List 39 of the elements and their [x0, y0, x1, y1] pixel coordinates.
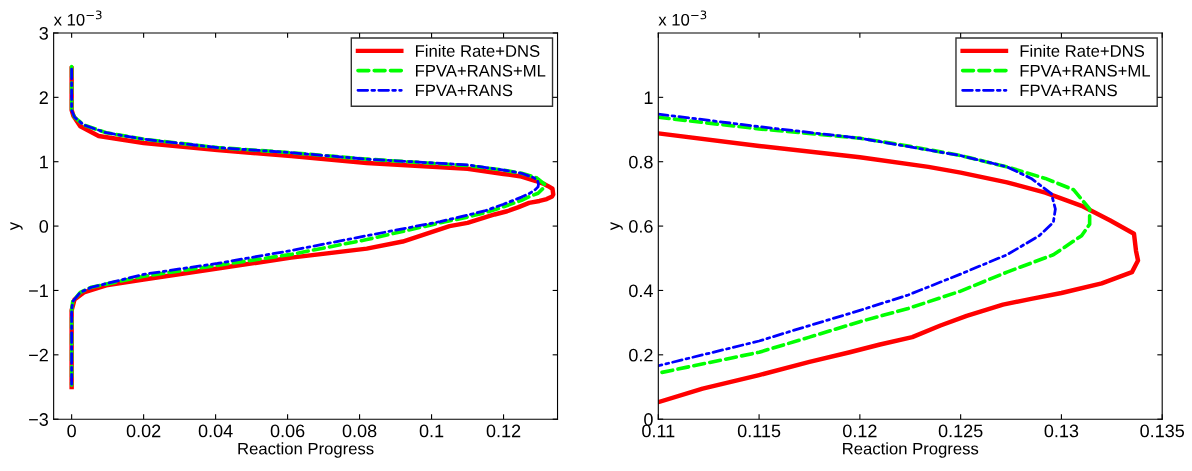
text: x 10$^{−3}$: [53, 10, 102, 26]
y-tick-label: 1: [40, 155, 48, 169]
x-tick-label: 0.11: [642, 424, 675, 438]
y-tick-label: 0: [644, 413, 653, 426]
y-tick-label: 0.2: [629, 348, 653, 362]
y-axis-title: y: [10, 221, 23, 231]
legend-label: FPVA+RANS+ML: [416, 64, 546, 77]
legend-label: FPVA+RANS: [1020, 84, 1117, 97]
x-axis-title: Reaction Progress: [843, 442, 979, 458]
y-tick-label: 0.4: [629, 284, 653, 298]
x-tick-label: 0: [67, 424, 76, 438]
y-tick-label: −1: [29, 284, 48, 297]
x-tick-label: 0.02: [126, 424, 161, 438]
legend-label: Finite Rate+DNS: [1020, 44, 1145, 57]
x-tick-label: 0.13: [1044, 424, 1079, 438]
y-tick-label: 0.6: [629, 220, 653, 233]
y-tick-label: 0.8: [629, 155, 653, 169]
x-tick-label: 0.135: [1140, 424, 1185, 438]
x-tick-label: 0.04: [198, 424, 233, 438]
legend-label: FPVA+RANS: [416, 84, 513, 97]
x-tick-label: 0.1: [419, 424, 444, 438]
legend-label: FPVA+RANS+ML: [1020, 64, 1150, 77]
x-tick-label: 0.08: [342, 424, 377, 438]
y-tick-label: 1: [644, 91, 653, 104]
x-tick-label: 0.12: [486, 424, 521, 438]
y-tick-label: 0: [39, 220, 49, 233]
line-series: [658, 131, 1141, 405]
x-tick-label: 0.12: [843, 424, 877, 438]
x-tick-label: 0.06: [270, 424, 305, 438]
y-tick-label: −2: [29, 348, 48, 362]
text: x 10$^{−3}$: [658, 10, 707, 26]
x-tick-label: 0.115: [737, 424, 781, 438]
legend-label: Finite Rate+DNS: [416, 44, 540, 57]
y-tick-label: 2: [39, 91, 48, 104]
y-tick-label: −3: [29, 413, 48, 426]
y-axis-title: y: [610, 221, 623, 231]
y-tick-label: 3: [39, 26, 48, 40]
x-tick-label: 0.125: [938, 424, 983, 438]
x-axis-title: Reaction Progress: [238, 442, 374, 458]
